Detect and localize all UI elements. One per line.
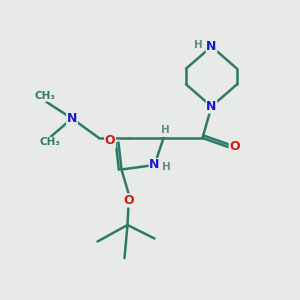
Text: O: O: [229, 140, 240, 154]
Text: H: H: [161, 162, 170, 172]
Text: H: H: [160, 124, 169, 135]
Text: CH₃: CH₃: [34, 91, 56, 101]
Text: O: O: [105, 134, 116, 148]
Text: N: N: [206, 40, 217, 53]
Text: N: N: [206, 100, 217, 113]
Text: O: O: [124, 194, 134, 207]
Text: H: H: [194, 40, 202, 50]
Text: N: N: [67, 112, 77, 125]
Text: CH₃: CH₃: [39, 137, 60, 148]
Text: N: N: [149, 158, 160, 172]
